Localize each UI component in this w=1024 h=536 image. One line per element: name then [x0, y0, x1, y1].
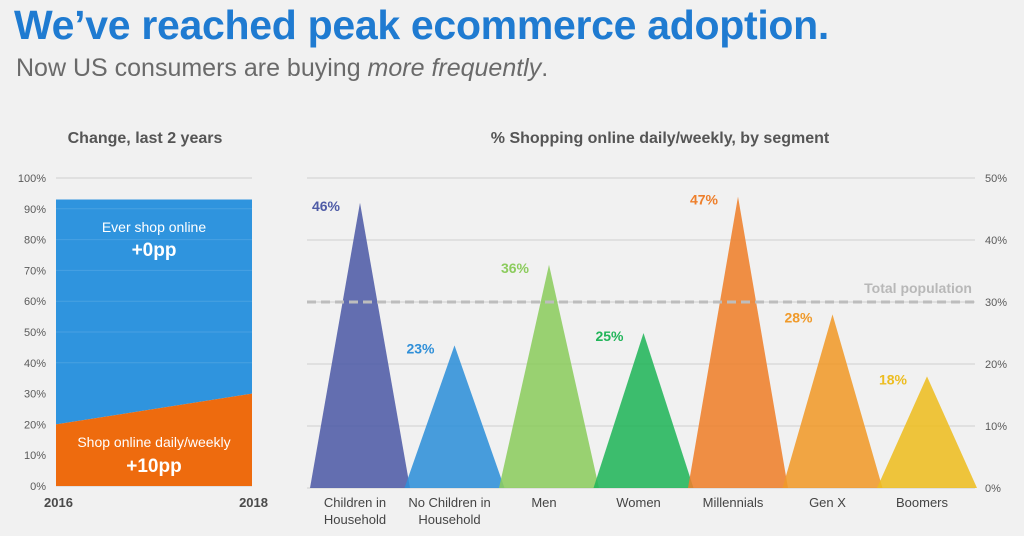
- left-y-tick-label: 0%: [30, 481, 46, 493]
- data-label: 46%: [312, 198, 341, 214]
- left-y-tick-label: 40%: [24, 358, 46, 370]
- left-y-tick-label: 10%: [24, 450, 46, 462]
- data-label: 23%: [406, 340, 435, 356]
- right-chart-title: % Shopping online daily/weekly, by segme…: [491, 130, 830, 147]
- data-label: 36%: [501, 260, 530, 276]
- category-label: No Children in: [408, 495, 490, 510]
- left-y-tick-label: 60%: [24, 296, 46, 308]
- data-label: 25%: [595, 328, 624, 344]
- right-y-tick-label: 20%: [985, 359, 1007, 371]
- subtitle-prefix: Now US consumers are buying: [16, 54, 368, 82]
- peak-millennials: [688, 196, 788, 488]
- right-y-tick-label: 40%: [985, 235, 1007, 247]
- right-y-tick-label: 30%: [985, 297, 1007, 309]
- data-label: 28%: [784, 309, 813, 325]
- area-ever-shop-online: [56, 199, 252, 425]
- category-label: Household: [418, 512, 480, 527]
- series-label-daily-weekly: Shop online daily/weekly: [77, 434, 230, 450]
- page-title: We’ve reached peak ecommerce adoption.: [14, 2, 830, 48]
- x-label-start: 2016: [44, 495, 73, 510]
- peak-boomers: [877, 376, 977, 488]
- left-y-tick-label: 70%: [24, 265, 46, 277]
- total-population-label: Total population: [864, 280, 972, 296]
- data-label: 47%: [690, 192, 719, 208]
- category-label: Women: [616, 495, 661, 510]
- change-area-chart: Change, last 2 years 0% 10% 20% 30% 40% 50% 60%…: [18, 130, 268, 510]
- category-label: Household: [324, 512, 386, 527]
- left-y-tick-label: 20%: [24, 419, 46, 431]
- area-shop-daily-weekly: [56, 393, 252, 486]
- left-y-tick-label: 50%: [24, 327, 46, 339]
- category-label: Men: [531, 495, 556, 510]
- right-y-tick-label: 50%: [985, 173, 1007, 185]
- category-label: Millennials: [703, 495, 764, 510]
- peak-no-children-in-household: [404, 345, 505, 488]
- peak-women: [593, 333, 694, 488]
- peak-children-in-household: [310, 202, 410, 489]
- peak-gen-x: [782, 314, 883, 488]
- segment-peak-chart: % Shopping online daily/weekly, by segme…: [307, 130, 1007, 527]
- subtitle-suffix: .: [541, 54, 549, 82]
- series-label-ever-shop: Ever shop online: [102, 219, 207, 235]
- subtitle-emphasis: more frequently: [367, 54, 542, 82]
- left-y-tick-label: 80%: [24, 235, 46, 247]
- x-label-end: 2018: [239, 495, 268, 510]
- change-label-ever-shop: +0pp: [132, 240, 177, 261]
- right-y-tick-label: 10%: [985, 421, 1007, 433]
- left-y-tick-label: 100%: [18, 173, 46, 185]
- category-label: Boomers: [896, 495, 949, 510]
- left-chart-title: Change, last 2 years: [68, 130, 223, 147]
- category-label: Gen X: [809, 495, 846, 510]
- left-y-tick-label: 90%: [24, 204, 46, 216]
- change-label-daily-weekly: +10pp: [126, 456, 181, 477]
- page-subtitle: Now US consumers are buying more frequen…: [16, 54, 548, 83]
- left-y-tick-label: 30%: [24, 389, 46, 401]
- peak-men: [499, 264, 599, 488]
- right-y-tick-label: 0%: [985, 483, 1001, 495]
- data-label: 18%: [879, 371, 908, 387]
- category-label: Children in: [324, 495, 386, 510]
